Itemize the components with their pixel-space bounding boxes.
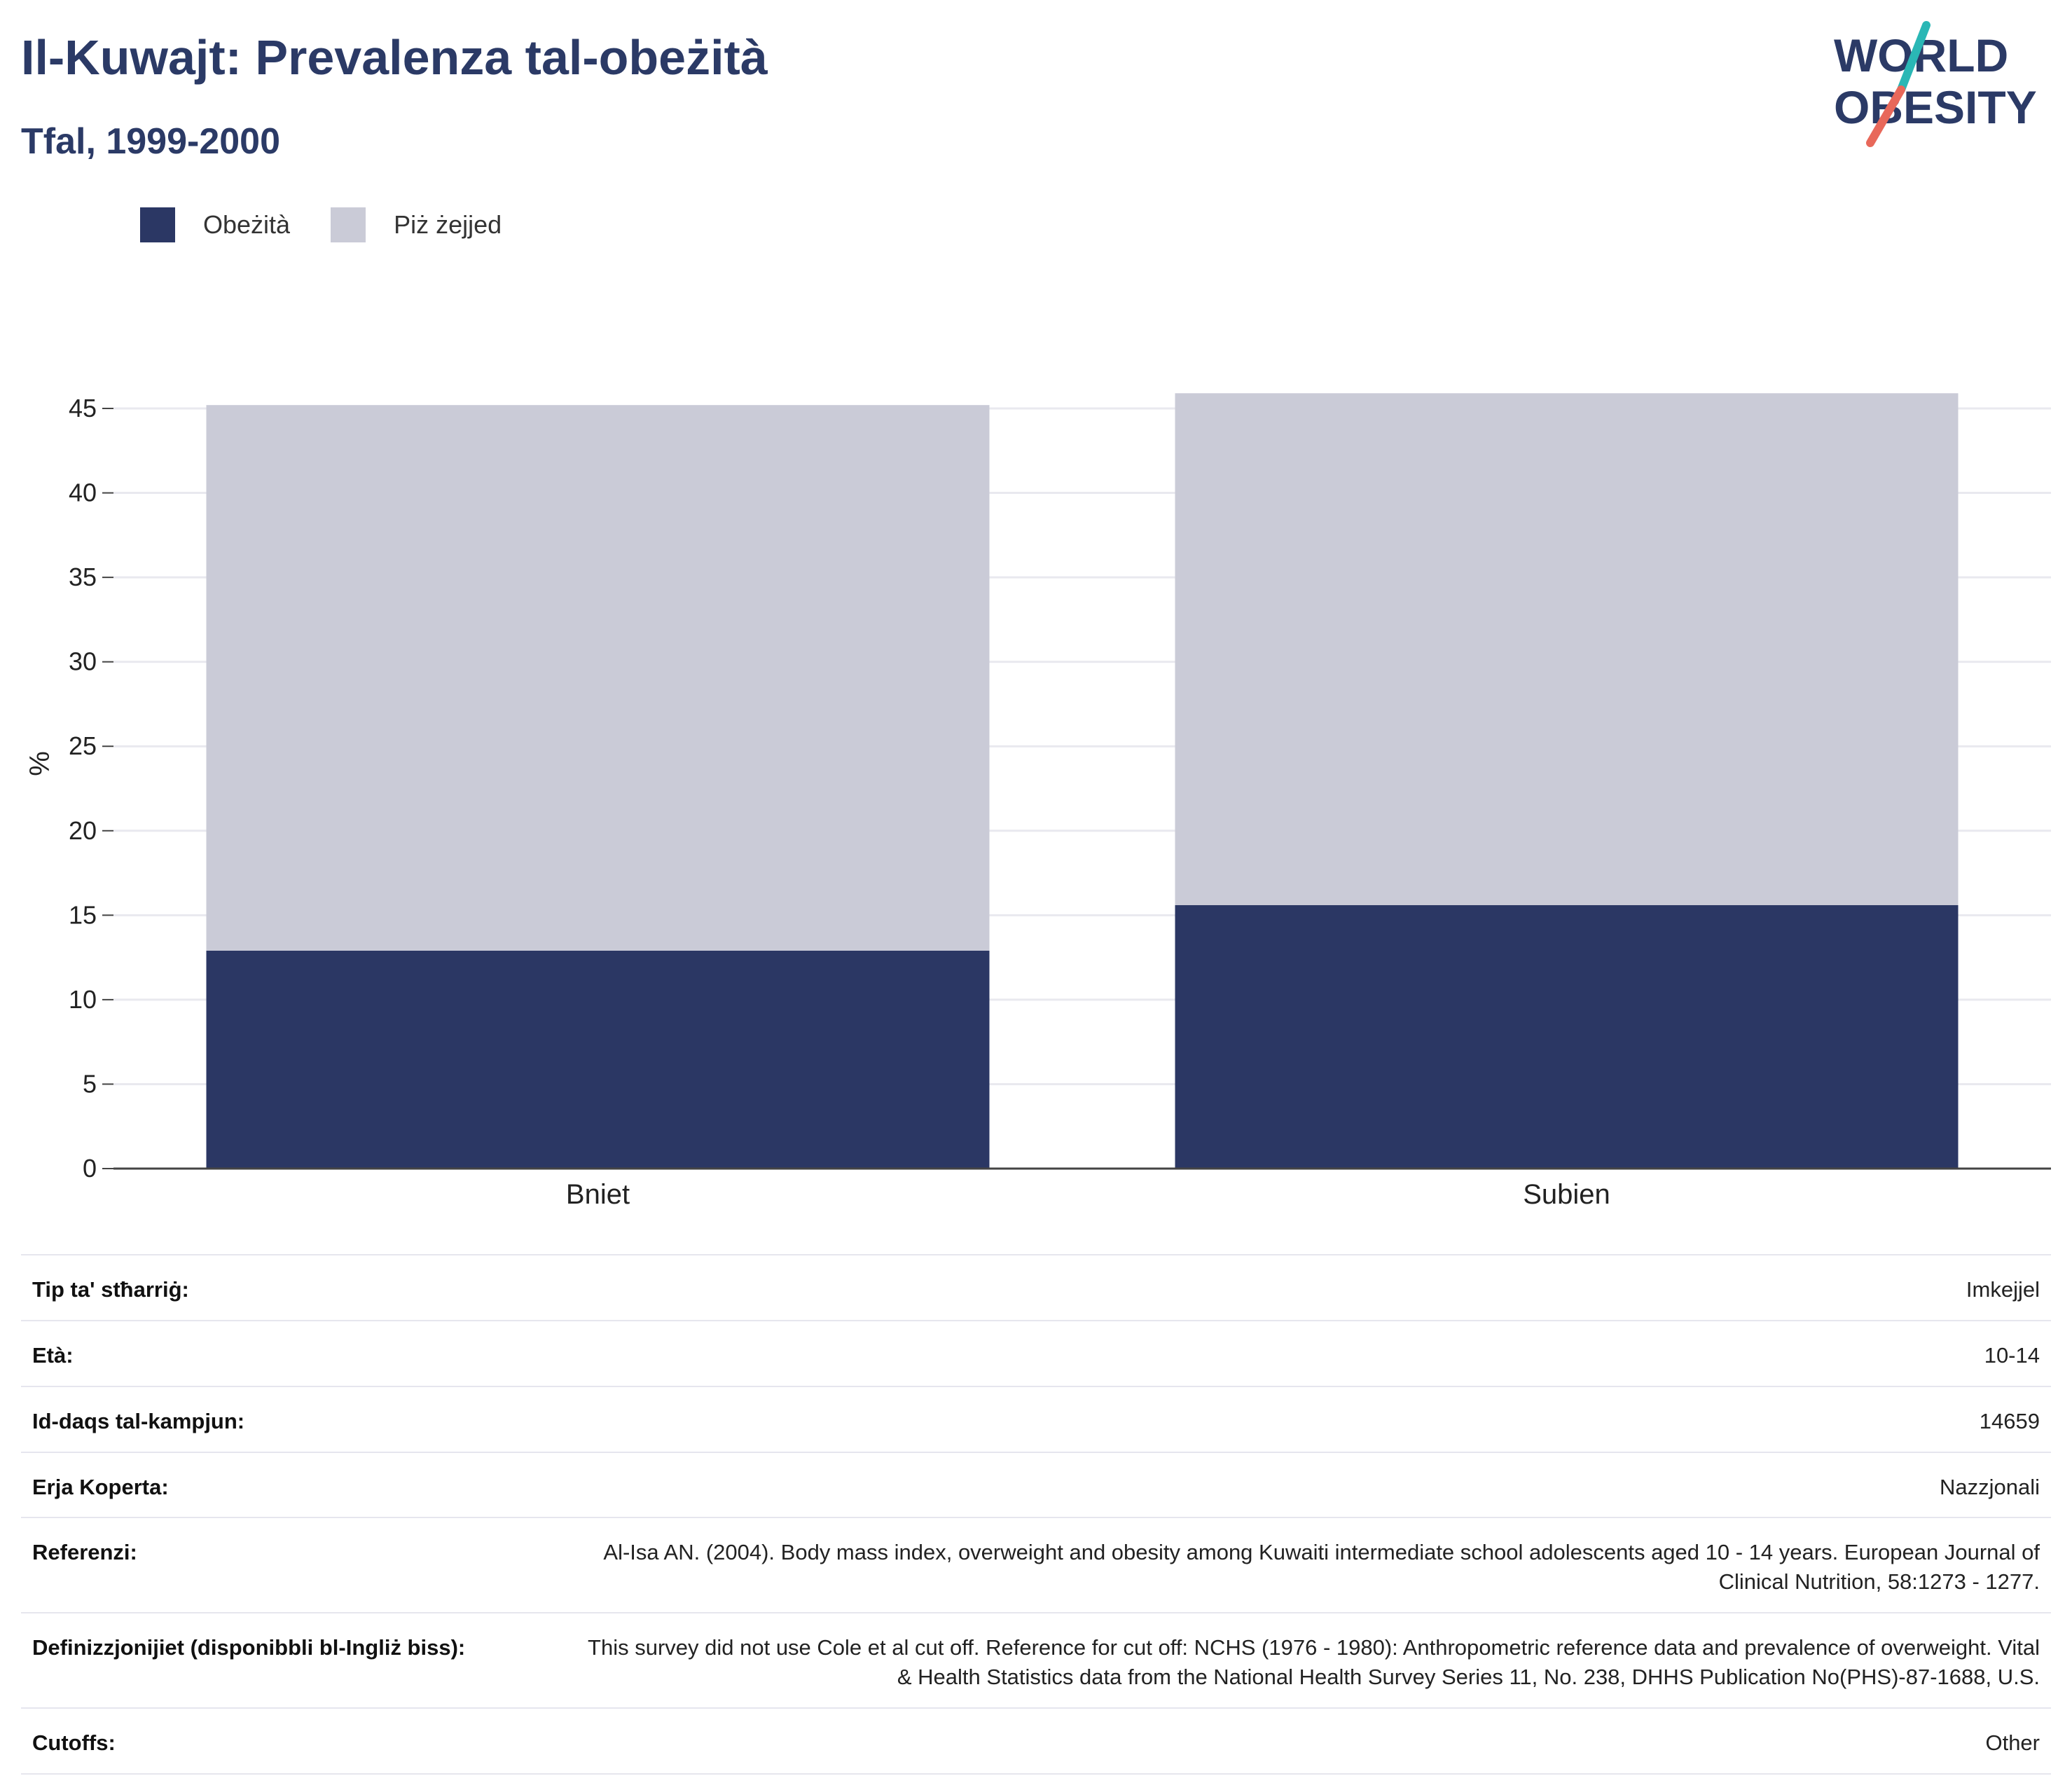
y-tick-label: 25 (69, 731, 97, 760)
y-tick-label: 45 (69, 394, 97, 422)
details-row: Età: 10-14 (21, 1319, 2051, 1386)
y-tick-label: 0 (83, 1154, 97, 1183)
details-row: Cutoffs: Other (21, 1707, 2051, 1775)
details-row: Erja Koperta: Nazzjonali (21, 1451, 2051, 1518)
details-label: Definizzjonijiet (disponibbli bl-Ingliż … (21, 1612, 576, 1708)
x-tick-label: Bniet (566, 1179, 630, 1210)
details-value: Other (576, 1707, 2051, 1775)
details-value: Nazzjonali (576, 1451, 2051, 1518)
details-row: Tip ta' stħarriġ: Imkejjel (21, 1254, 2051, 1321)
y-tick-label: 10 (69, 985, 97, 1014)
y-tick-label: 40 (69, 479, 97, 507)
details-label: Erja Koperta: (21, 1451, 576, 1518)
x-tick-label: Subien (1523, 1179, 1610, 1210)
stacked-bar-chart: 0 5 10 15 20 25 30 35 40 45% Bniet Subien (25, 393, 2051, 1210)
legend-label-obesity: Obeżità (203, 210, 291, 239)
chart-subtitle: Tfal, 1999-2000 (21, 121, 281, 162)
details-value: This survey did not use Cole et al cut o… (576, 1612, 2051, 1708)
details-row: Definizzjonijiet (disponibbli bl-Ingliż … (21, 1612, 2051, 1708)
y-tick-label: 15 (69, 900, 97, 929)
chart-legend: Obeżità Piż żejjed (140, 207, 542, 242)
legend-item-overweight[interactable]: Piż żejjed (331, 207, 502, 242)
y-tick-label: 20 (69, 816, 97, 845)
logo-slash-bottom (1866, 85, 1905, 147)
y-axis-label: % (25, 751, 55, 776)
details-row: Referenzi: Al-Isa AN. (2004). Body mass i… (21, 1517, 2051, 1613)
legend-swatch-overweight (331, 207, 366, 242)
legend-item-obesity[interactable]: Obeżità (140, 207, 290, 242)
bar-overweight-bniet[interactable] (206, 405, 990, 951)
details-label: Tip ta' stħarriġ: (21, 1254, 576, 1321)
logo-text-obesity: OBESITY (1834, 81, 2037, 133)
y-tick-label: 35 (69, 563, 97, 591)
details-value: Al-Isa AN. (2004). Body mass index, over… (576, 1517, 2051, 1613)
details-label: Referenzi: (21, 1517, 576, 1613)
legend-label-overweight: Piż żejjed (394, 210, 502, 239)
details-value: Imkejjel (576, 1254, 2051, 1321)
world-obesity-logo: WORLD OBESITY (1834, 21, 2037, 147)
logo-slash-top (1897, 21, 1931, 94)
bar-overweight-subien[interactable] (1175, 393, 1959, 905)
details-label: Età: (21, 1319, 576, 1386)
bar-obesity-subien[interactable] (1175, 904, 1959, 1169)
details-label: Id-daqs tal-kampjun: (21, 1385, 576, 1452)
y-tick-label: 5 (83, 1069, 97, 1098)
details-value: 10-14 (576, 1319, 2051, 1386)
details-label: Cutoffs: (21, 1707, 576, 1775)
survey-details-table: Tip ta' stħarriġ: Imkejjel Età: 10-14 Id-daq… (21, 1254, 2051, 1775)
bar-obesity-bniet[interactable] (206, 950, 990, 1169)
details-row: Id-daqs tal-kampjun: 14659 (21, 1385, 2051, 1452)
legend-swatch-obesity (140, 207, 175, 242)
y-tick-label: 30 (69, 647, 97, 676)
chart-title: Il-Kuwajt: Prevalenza tal-obeżità (21, 30, 768, 85)
details-value: 14659 (576, 1385, 2051, 1452)
